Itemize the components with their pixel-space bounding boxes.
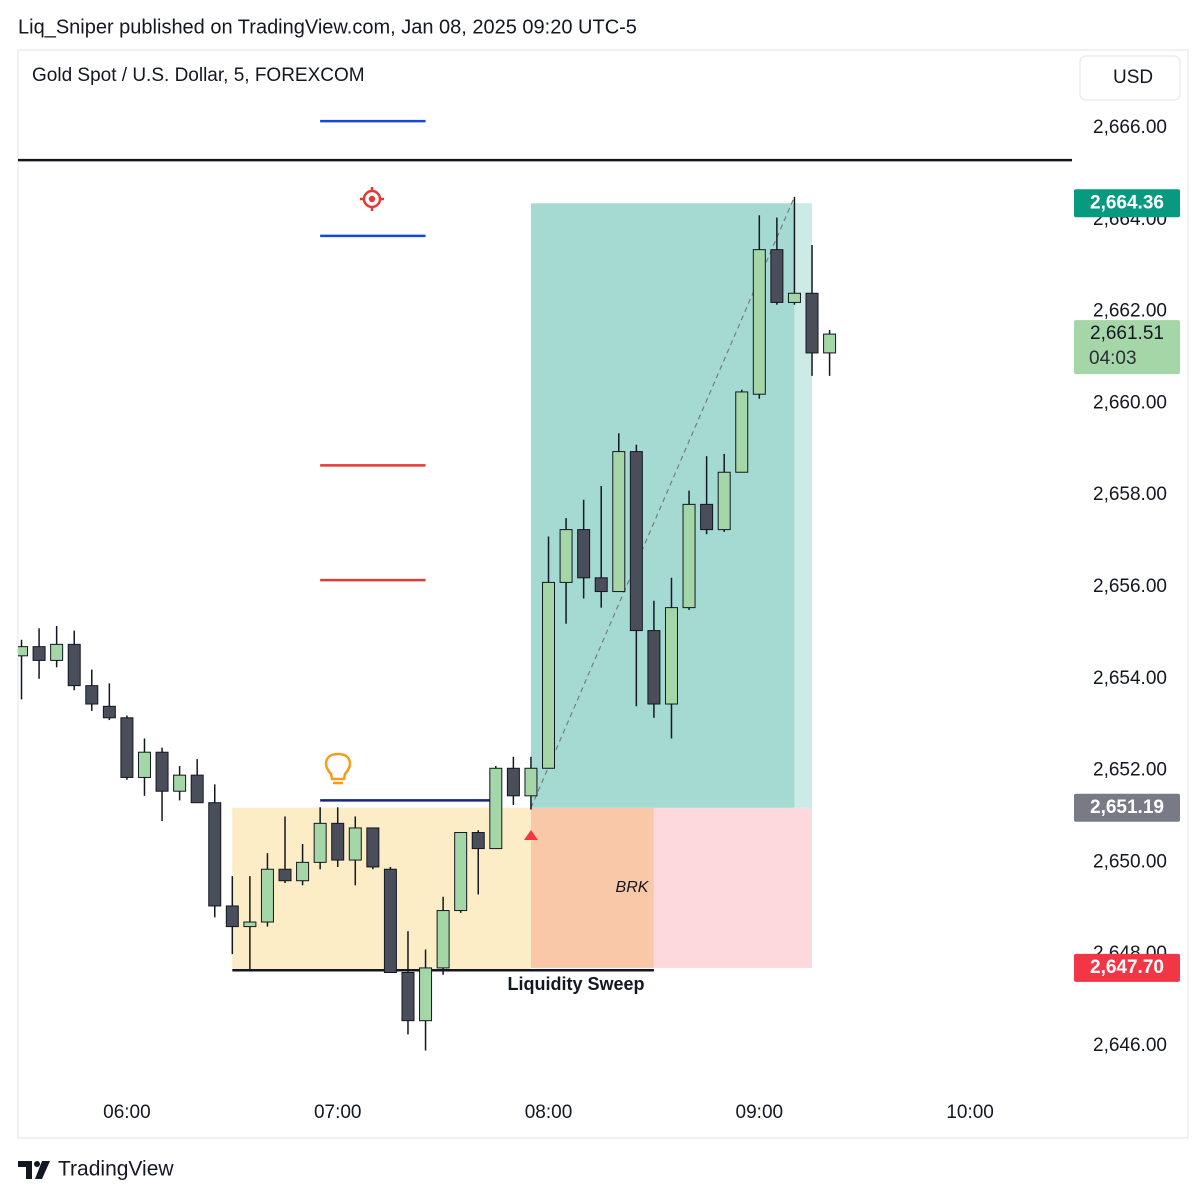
zone bbox=[232, 807, 531, 971]
idea-icon bbox=[324, 752, 352, 785]
y-tick-label: 2,656.00 bbox=[1093, 576, 1167, 597]
candle-body bbox=[102, 705, 116, 719]
countdown: 04:03 bbox=[1089, 348, 1137, 369]
zone bbox=[794, 203, 813, 808]
candle-body bbox=[787, 292, 801, 303]
candle-body bbox=[137, 751, 151, 778]
x-tick-label: 08:00 bbox=[525, 1102, 573, 1123]
candle-body bbox=[436, 910, 450, 969]
currency-button[interactable] bbox=[1079, 55, 1181, 101]
candle-body bbox=[594, 577, 608, 593]
candle-body bbox=[85, 685, 99, 705]
publisher: Liq_Sniper published on TradingView.com,… bbox=[18, 16, 637, 38]
candle-body bbox=[383, 868, 397, 974]
symbol-title: Gold Spot / U.S. Dollar, 5, FOREXCOM bbox=[32, 65, 365, 86]
y-tick-label: 2,666.00 bbox=[1093, 117, 1167, 138]
candle-body bbox=[18, 646, 29, 657]
candle-body bbox=[243, 921, 257, 928]
currency[interactable]: USD bbox=[1113, 67, 1153, 88]
candle-body bbox=[735, 391, 749, 473]
y-tick-label: 2,662.00 bbox=[1093, 301, 1167, 322]
y-tick-label: 2,654.00 bbox=[1093, 668, 1167, 689]
zone bbox=[653, 807, 813, 968]
candle-body bbox=[559, 529, 573, 583]
plot-area bbox=[18, 119, 1072, 1051]
candle-body bbox=[419, 967, 433, 1022]
price-tag bbox=[1074, 953, 1180, 982]
price-tag-label: 2,647.70 bbox=[1090, 957, 1164, 978]
price-tag-label: 2,664.36 bbox=[1090, 192, 1164, 213]
y-tick-label: 2,650.00 bbox=[1093, 851, 1167, 872]
candle-body bbox=[682, 503, 696, 609]
price-tag bbox=[1074, 189, 1180, 218]
candle-body bbox=[120, 717, 134, 778]
candle-body bbox=[489, 767, 503, 850]
target-icon bbox=[360, 187, 384, 211]
candle-body bbox=[155, 751, 169, 792]
candle-body bbox=[752, 249, 766, 395]
candle-body bbox=[506, 767, 520, 797]
annotation: Liquidity Sweep bbox=[507, 974, 644, 994]
candle-body bbox=[577, 529, 591, 579]
y-tick-label: 2,646.00 bbox=[1093, 1035, 1167, 1056]
candle-body bbox=[331, 822, 345, 861]
candle-body bbox=[770, 249, 784, 303]
price-tag-label: 2,661.51 bbox=[1090, 323, 1164, 344]
candle-body bbox=[313, 822, 327, 863]
candle-body bbox=[366, 827, 380, 868]
candle-body bbox=[67, 643, 81, 687]
candle-body bbox=[629, 451, 643, 632]
candle-body bbox=[471, 832, 485, 850]
candle-body bbox=[700, 503, 714, 531]
logo-text: TradingView bbox=[58, 1158, 174, 1181]
candle-body bbox=[260, 868, 274, 923]
price-tag bbox=[1074, 793, 1180, 822]
zone bbox=[530, 807, 654, 968]
x-tick-label: 09:00 bbox=[736, 1102, 784, 1123]
y-tick-label: 2,658.00 bbox=[1093, 484, 1167, 505]
candle-body bbox=[647, 630, 661, 705]
candle-body bbox=[524, 767, 538, 797]
x-tick-label: 10:00 bbox=[946, 1102, 994, 1123]
y-tick-label: 2,652.00 bbox=[1093, 760, 1167, 781]
candle-body bbox=[454, 832, 468, 912]
signal-triangle bbox=[524, 830, 538, 840]
candle-body bbox=[190, 774, 204, 804]
y-tick-label: 2,660.00 bbox=[1093, 392, 1167, 413]
candle-body bbox=[50, 643, 64, 661]
candle-body bbox=[208, 802, 222, 907]
price-tag bbox=[1074, 320, 1180, 375]
candle-body bbox=[823, 333, 837, 354]
price-tag-label: 2,651.19 bbox=[1090, 797, 1164, 818]
candle-body bbox=[225, 905, 239, 928]
candle-body bbox=[542, 581, 556, 769]
candle-body bbox=[296, 861, 310, 882]
x-tick-label: 06:00 bbox=[103, 1102, 151, 1123]
candle-body bbox=[348, 827, 362, 861]
candle-body bbox=[805, 292, 819, 354]
trend-line bbox=[530, 196, 795, 808]
candle-body bbox=[401, 972, 415, 1022]
candle-body bbox=[664, 607, 678, 705]
x-tick-label: 07:00 bbox=[314, 1102, 362, 1123]
candle-body bbox=[717, 471, 731, 531]
candle-body bbox=[32, 646, 46, 661]
annotation: BRK bbox=[616, 879, 650, 896]
candle-body bbox=[173, 774, 187, 792]
tv-logo bbox=[18, 1161, 50, 1179]
candle-body bbox=[278, 868, 292, 882]
candle-body bbox=[612, 451, 626, 593]
